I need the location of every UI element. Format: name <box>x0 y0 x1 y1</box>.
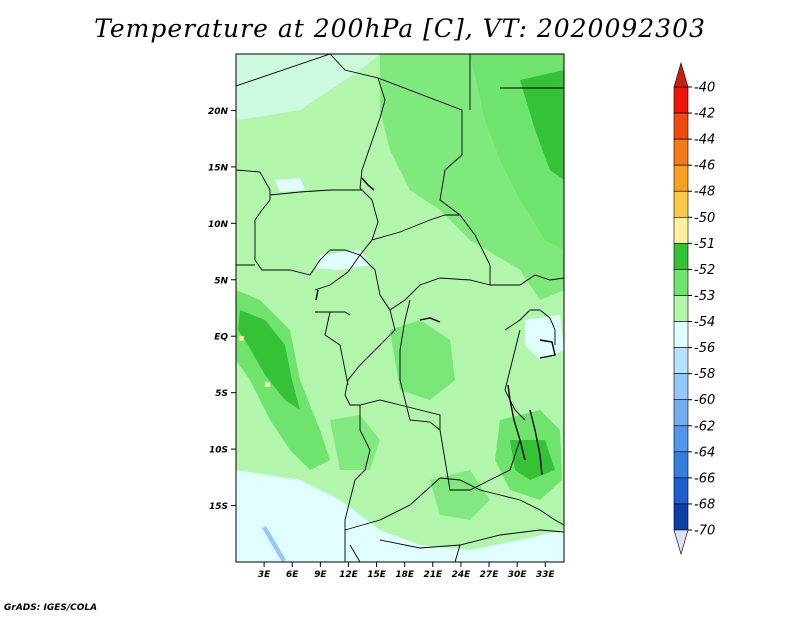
lakes-and-coast <box>315 177 556 476</box>
lat-label: 10S <box>209 446 228 456</box>
lat-label: EQ <box>214 333 228 343</box>
temperature-field <box>236 54 564 562</box>
colorbar-box <box>673 190 689 218</box>
colorbar-bottom-cap <box>673 529 689 556</box>
lat-label: 5N <box>214 276 228 286</box>
lat-label: 20N <box>208 107 229 117</box>
colorbar-label: -46 <box>694 159 715 174</box>
colorbar-box <box>673 477 689 505</box>
colorbar-label: -66 <box>694 471 715 486</box>
colorbar-box <box>673 86 689 114</box>
colorbar: -40 -42 -44 -46 -48 -50 -51 -52 -53 -54 -56 -58 -60 -… <box>673 61 715 556</box>
lat-label: 10N <box>208 220 229 230</box>
lon-label: 18E <box>395 570 415 580</box>
colorbar-box <box>673 269 689 296</box>
colorbar-box <box>673 138 689 166</box>
lat-label: 5S <box>215 389 228 399</box>
colorbar-label: -70 <box>694 524 715 539</box>
lon-label: 27E <box>480 570 500 580</box>
colorbar-box <box>673 451 689 479</box>
colorbar-box <box>673 347 689 374</box>
colorbar-box <box>673 399 689 427</box>
lon-label: 3E <box>258 570 271 580</box>
lon-label: 30E <box>508 570 528 580</box>
colorbar-label: -52 <box>694 263 715 278</box>
lon-label: 6E <box>286 570 299 580</box>
colorbar-label: -68 <box>694 497 715 512</box>
country-borders <box>236 54 564 562</box>
colorbar-label: -54 <box>694 315 715 330</box>
colorbar-label: -44 <box>694 133 715 148</box>
colorbar-box <box>673 243 689 270</box>
colorbar-label: -64 <box>694 445 715 460</box>
lon-label: 15E <box>367 570 387 580</box>
colorbar-label: -53 <box>694 289 715 304</box>
colorbar-label: -58 <box>694 367 715 382</box>
colorbar-box <box>673 164 689 192</box>
colorbar-label: -40 <box>694 81 715 96</box>
colorbar-label: -50 <box>694 211 715 226</box>
colorbar-box <box>673 373 689 401</box>
colorbar-top-cap <box>673 61 689 88</box>
lon-label: 33E <box>536 570 556 580</box>
colorbar-box <box>673 321 689 348</box>
lat-label: 15S <box>209 502 228 512</box>
map-title: Temperature at 200hPa [C], VT: 202009230… <box>94 14 706 43</box>
map-frame <box>235 53 565 563</box>
colorbar-box <box>673 425 689 453</box>
colorbar-label: -42 <box>694 107 715 122</box>
colorbar-label: -60 <box>694 393 715 408</box>
lon-label: 12E <box>339 570 359 580</box>
colorbar-box <box>673 503 689 531</box>
colorbar-box <box>673 295 689 322</box>
latitude-axis: 20N 15N 10N 5N EQ 5S 10S 15S <box>208 107 236 512</box>
colorbar-label: -56 <box>694 341 715 356</box>
lat-label: 15N <box>208 163 229 173</box>
lon-label: 21E <box>423 570 443 580</box>
colorbar-label: -48 <box>694 185 715 200</box>
grads-credit: GrADS: IGES/COLA <box>4 603 98 613</box>
longitude-axis: 3E 6E 9E 12E 15E 18E 21E 24E 27E 30E 33E <box>258 562 556 580</box>
colorbar-box <box>673 216 689 244</box>
colorbar-label: -51 <box>694 237 715 252</box>
lon-label: 24E <box>452 570 472 580</box>
colorbar-box <box>673 112 689 140</box>
colorbar-label: -62 <box>694 419 715 434</box>
lon-label: 9E <box>314 570 327 580</box>
